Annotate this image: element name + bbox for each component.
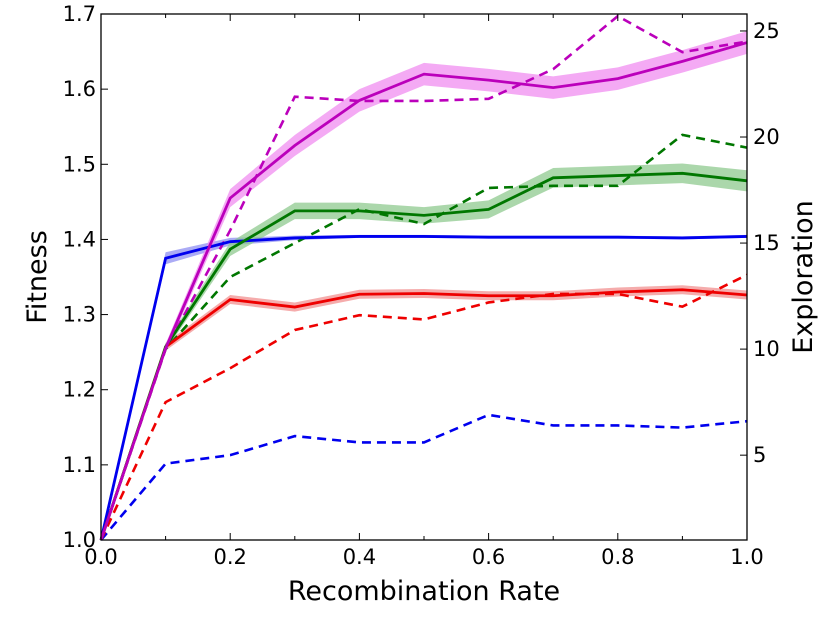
blue-fitness-band xyxy=(101,234,747,541)
green-fitness-band xyxy=(101,163,747,540)
y2-tick-label-20: 20 xyxy=(753,125,780,149)
y2-tick-label-25: 25 xyxy=(753,19,780,43)
x-tick-label-0.8: 0.8 xyxy=(601,545,634,569)
y-tick-label-1.7: 1.7 xyxy=(63,2,96,26)
red-fitness-line xyxy=(99,288,748,541)
fitness-lines xyxy=(99,41,748,541)
exploration-lines xyxy=(99,14,748,541)
confidence-bands xyxy=(101,31,747,541)
y-tick-label-1.1: 1.1 xyxy=(63,453,96,477)
x-tick-label-1.0: 1.0 xyxy=(730,545,763,569)
x-tick-label-0.6: 0.6 xyxy=(472,545,505,569)
red-exploration-line xyxy=(99,273,748,541)
y-tick-label-1.6: 1.6 xyxy=(63,77,96,101)
y-axis-label: Fitness xyxy=(22,230,53,324)
y2-tick-label-15: 15 xyxy=(753,231,780,255)
y2-tick-label-10: 10 xyxy=(753,337,780,361)
x-tick-label-0.0: 0.0 xyxy=(84,545,117,569)
y-tick-label-1.5: 1.5 xyxy=(63,152,96,176)
x-axis-label: Recombination Rate xyxy=(288,576,560,607)
green-exploration-line xyxy=(99,133,748,541)
y2-axis-label: Exploration xyxy=(788,200,819,354)
y-tick-label-1.0: 1.0 xyxy=(63,528,96,552)
x-tick-label-0.2: 0.2 xyxy=(213,545,246,569)
y2-tick-label-5: 5 xyxy=(753,443,766,467)
green-fitness-line xyxy=(99,171,748,541)
blue-fitness-line xyxy=(99,235,748,541)
x-tick-label-0.4: 0.4 xyxy=(343,545,376,569)
magenta-fitness-line xyxy=(99,41,748,541)
magenta-exploration-line xyxy=(99,14,748,541)
y-tick-label-1.3: 1.3 xyxy=(63,303,96,327)
y-tick-label-1.2: 1.2 xyxy=(63,378,96,402)
blue-exploration-line xyxy=(100,413,748,541)
y-tick-label-1.4: 1.4 xyxy=(63,227,96,251)
axis-ticks: 0.0 0.2 0.4 0.6 0.8 1.0 1.0 1.1 1.2 1.3 1.4 1.5 1.6 1… xyxy=(63,2,780,569)
magenta-fitness-band xyxy=(101,31,747,540)
